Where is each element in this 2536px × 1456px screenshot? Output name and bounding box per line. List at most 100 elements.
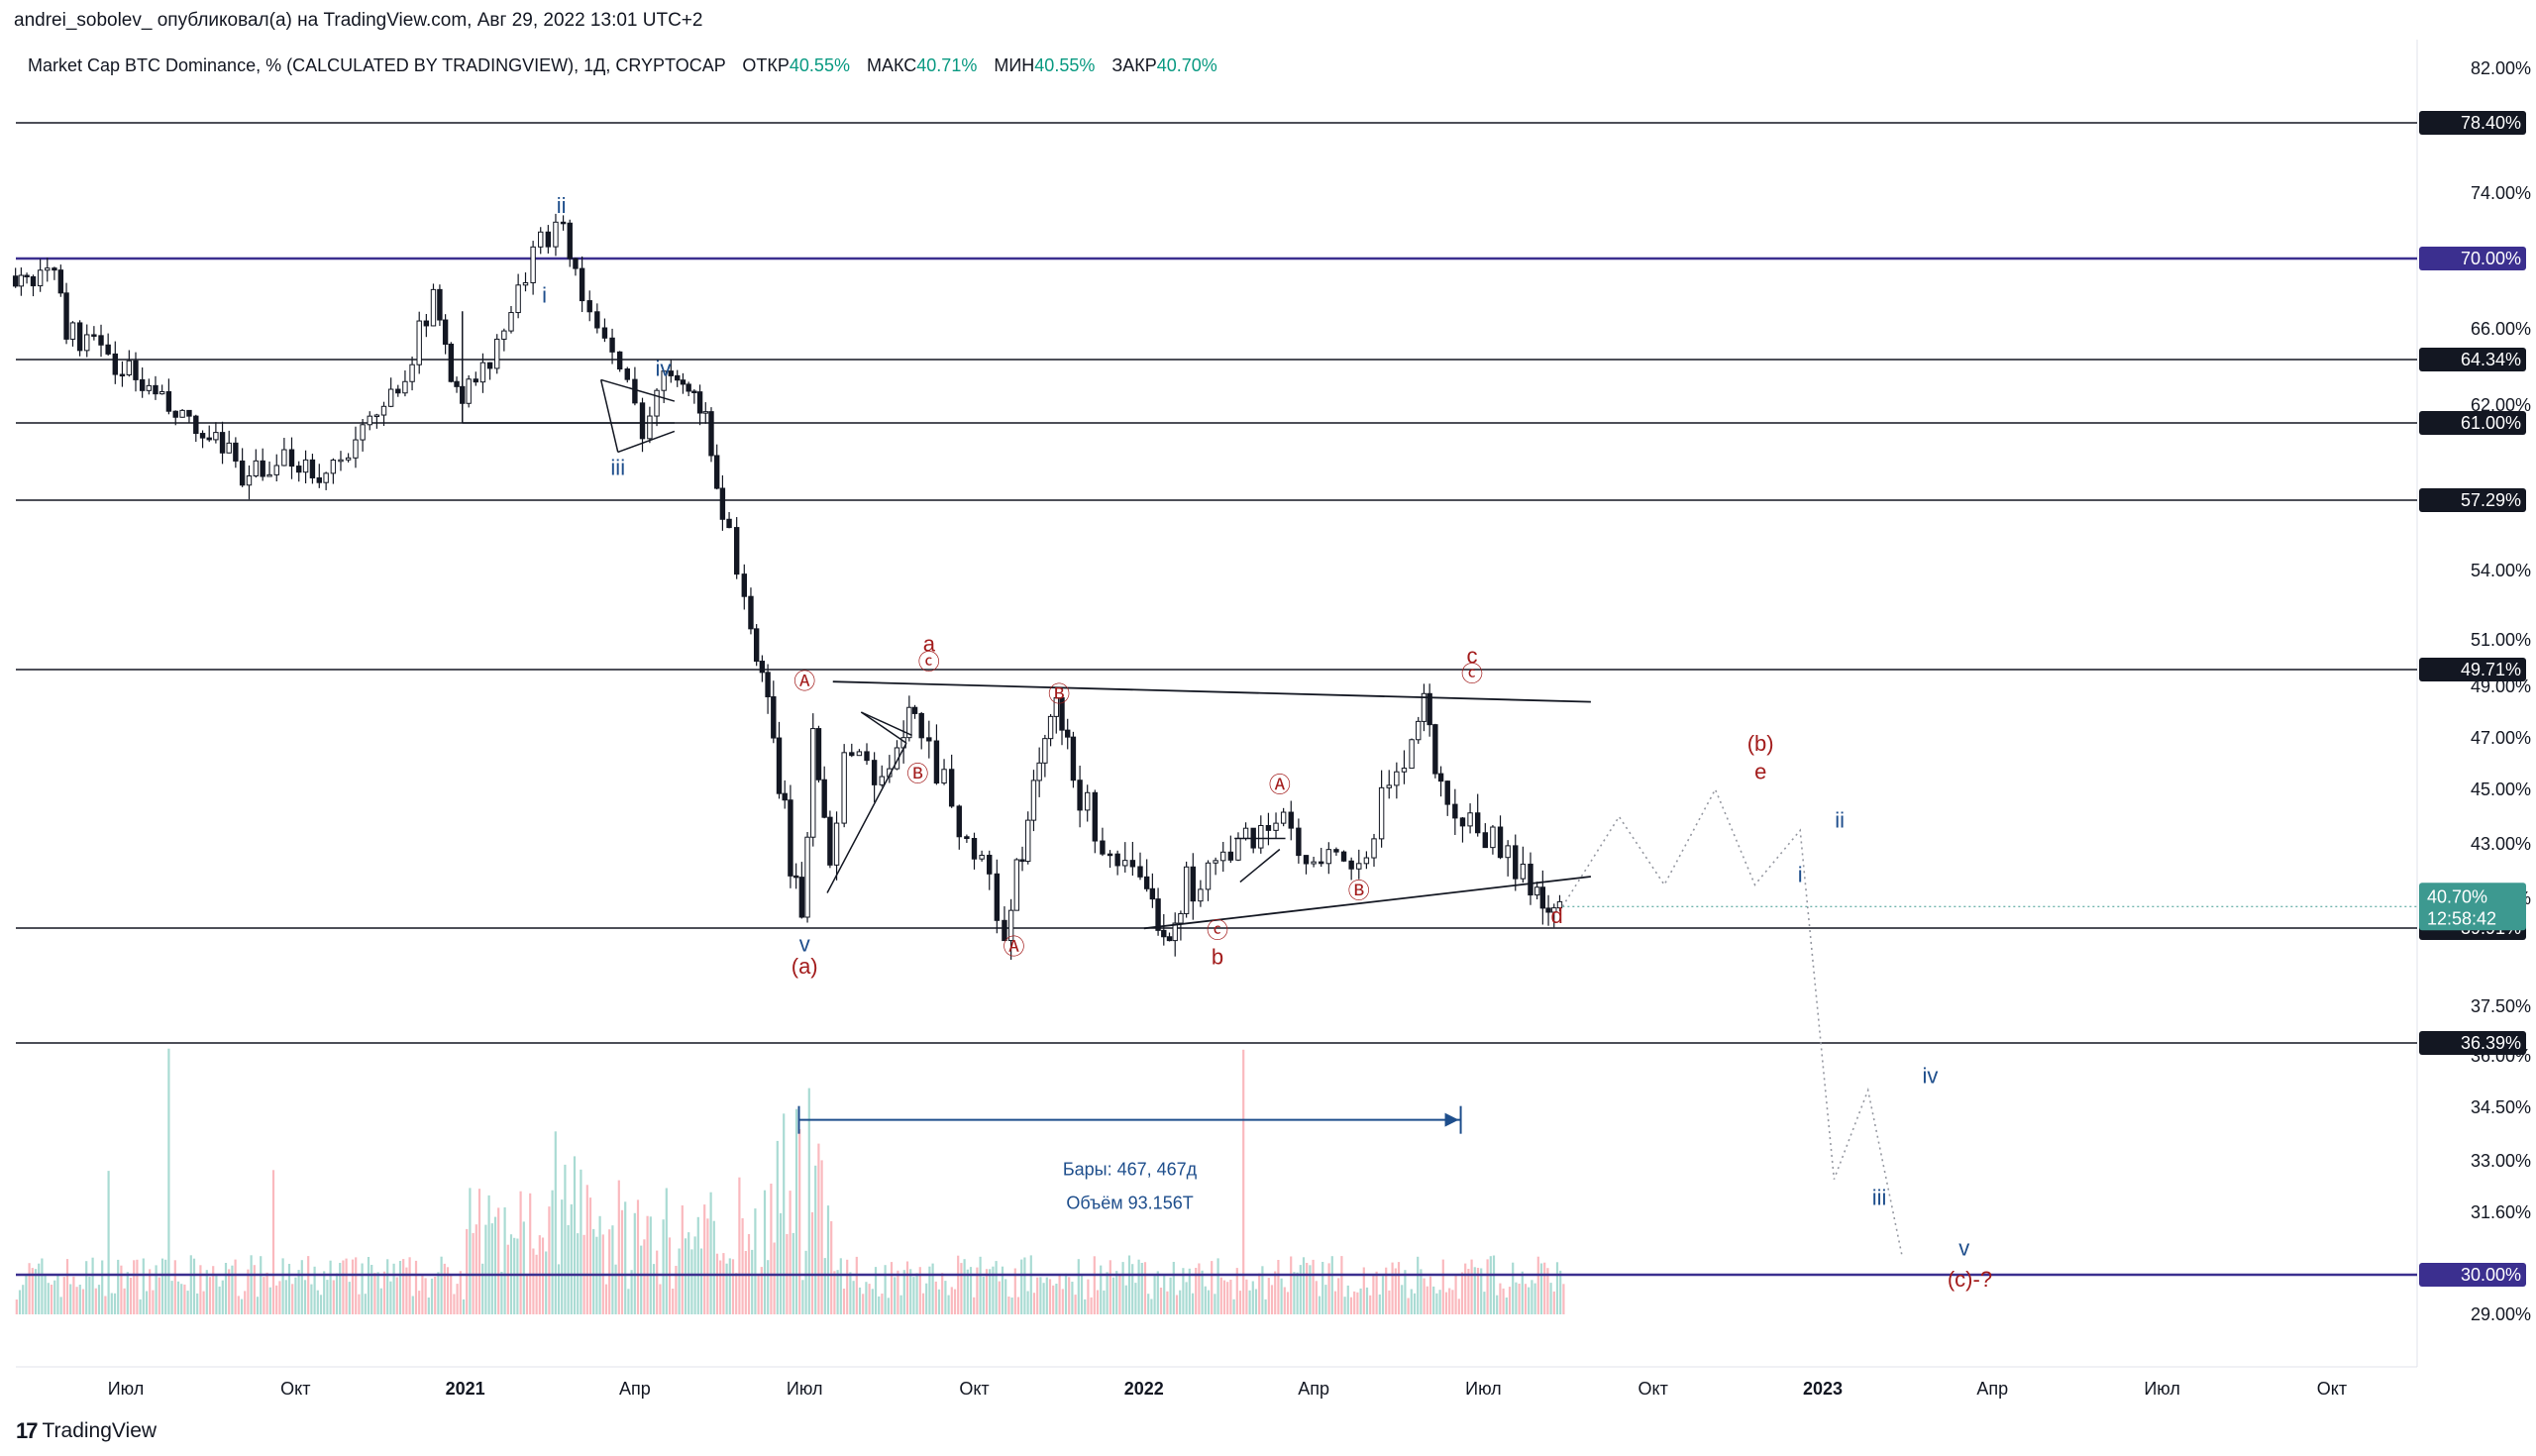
volume-bar — [1306, 1263, 1309, 1314]
candle-body — [1319, 861, 1324, 865]
candle-body — [1333, 849, 1339, 853]
volume-bar — [636, 1199, 640, 1314]
level-badge — [2419, 1031, 2526, 1055]
wave-label: Ⓐ — [1269, 773, 1291, 797]
candle-body — [1235, 837, 1241, 861]
volume-bar — [830, 1221, 833, 1314]
volume-bar — [561, 1199, 564, 1314]
volume-bar — [1198, 1263, 1201, 1314]
symbol-name[interactable]: Market Cap BTC Dominance, % (CALCULATED … — [28, 55, 726, 75]
candle-body — [139, 378, 146, 391]
candle-body — [454, 380, 460, 387]
volume-bar — [345, 1258, 348, 1314]
volume-bar — [323, 1271, 326, 1314]
volume-bar — [1169, 1277, 1172, 1314]
volume-bar — [189, 1255, 192, 1314]
candle-body — [448, 343, 455, 382]
volume-bar — [437, 1272, 440, 1314]
volume-bar — [957, 1255, 960, 1314]
candle-body — [1077, 780, 1083, 811]
volume-bar — [202, 1291, 205, 1314]
level-badge-label: 64.34% — [2461, 350, 2521, 369]
level-badge — [2419, 1263, 2526, 1287]
candle-body — [1386, 784, 1392, 788]
candle-body — [1444, 780, 1450, 805]
high-label: МАКС — [866, 55, 917, 75]
volume-bar — [411, 1296, 414, 1314]
candle-body — [402, 380, 408, 394]
volume-bar — [1321, 1262, 1324, 1314]
volume-bar — [1404, 1270, 1407, 1314]
triangle-trendline — [832, 680, 1591, 703]
candle-body — [841, 752, 847, 824]
volume-bar — [180, 1284, 183, 1314]
candle-body — [172, 410, 178, 418]
candle-body — [522, 281, 529, 286]
volume-bar — [1372, 1274, 1375, 1314]
volume-bar — [284, 1280, 287, 1314]
volume-bar — [41, 1258, 44, 1314]
volume-bar — [1010, 1298, 1013, 1314]
level-badge — [2419, 658, 2526, 681]
volume-bar — [50, 1285, 53, 1314]
x-tick-label: Окт — [959, 1379, 989, 1399]
volume-bar — [858, 1287, 862, 1314]
candle-body — [380, 405, 387, 416]
volume-bar — [263, 1277, 265, 1314]
x-tick-label: Июл — [108, 1379, 145, 1399]
volume-bar — [170, 1281, 173, 1314]
wave-label: i — [542, 282, 547, 307]
candle-body — [741, 573, 747, 597]
volume-bar — [1486, 1259, 1489, 1314]
level-badge-label: 49.71% — [2461, 660, 2521, 679]
volume-bar — [617, 1180, 620, 1314]
volume-bar — [62, 1277, 65, 1314]
volume-bar — [865, 1282, 868, 1314]
price-chart[interactable]: 82.00%74.00%66.00%62.00%54.00%51.00%49.0… — [0, 0, 2536, 1406]
volume-bar — [1543, 1262, 1546, 1314]
volume-bar — [973, 1297, 976, 1314]
candle-body — [798, 877, 805, 918]
volume-bar — [1391, 1262, 1394, 1314]
volume-bar — [836, 1270, 839, 1314]
volume-bar — [557, 1264, 561, 1314]
volume-bar — [205, 1270, 208, 1314]
volume-bar — [186, 1291, 189, 1314]
volume-bar — [1489, 1256, 1492, 1314]
candle-body — [126, 360, 133, 375]
volume-bar — [224, 1263, 228, 1314]
candle-body — [788, 799, 793, 877]
candle-body — [486, 362, 493, 369]
volume-bar — [1337, 1278, 1340, 1314]
volume-bar — [1432, 1286, 1435, 1314]
candle-body — [964, 836, 970, 840]
volume-bar — [1417, 1256, 1420, 1314]
candle-body — [567, 222, 573, 260]
candle-body — [1030, 780, 1037, 821]
wave-label: (a) — [792, 954, 818, 979]
volume-bar — [240, 1299, 244, 1314]
volume-bar — [1020, 1259, 1023, 1314]
wave-projection-path — [1561, 787, 1903, 1256]
volume-bar — [675, 1266, 678, 1314]
volume-bar — [1222, 1280, 1226, 1314]
candle-body — [933, 740, 940, 784]
volume-bar — [966, 1269, 969, 1314]
volume-bar — [297, 1270, 300, 1314]
candle-body — [545, 231, 552, 248]
candle-body — [98, 335, 104, 346]
wave-label: Ⓐ — [793, 670, 815, 694]
candle-body — [1296, 827, 1302, 857]
volume-bar — [604, 1284, 608, 1314]
volume-bar — [265, 1272, 268, 1314]
candle-body — [1143, 876, 1150, 889]
candle-body — [1426, 692, 1432, 726]
volume-bar — [1480, 1268, 1483, 1314]
tradingview-brand[interactable]: 17 TradingView — [16, 1418, 157, 1444]
volume-bar — [672, 1289, 675, 1314]
candle-body — [1265, 824, 1272, 831]
triangle-trendline — [1143, 876, 1591, 930]
volume-bar — [503, 1207, 506, 1314]
x-tick-label: Апр — [1298, 1379, 1329, 1399]
candle-body — [323, 472, 329, 483]
